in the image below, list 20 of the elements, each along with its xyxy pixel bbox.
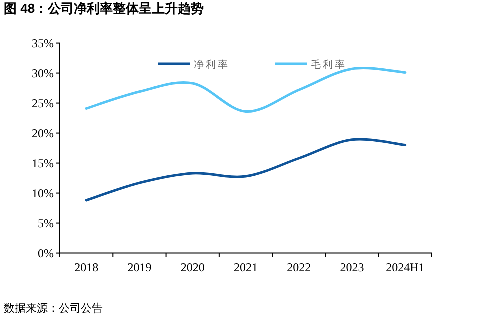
x-tick-label: 2022 [287,260,312,274]
x-tick-label: 2023 [340,260,364,274]
x-tick-label: 2019 [128,260,152,274]
y-tick-label: 25% [32,96,54,110]
x-tick-label: 2021 [234,260,258,274]
y-tick-label: 5% [38,216,54,230]
chart-title: 图 48：公司净利率整体呈上升趋势 [4,1,204,16]
source-note: 数据来源：公司公告 [4,302,103,315]
x-tick-label: 2020 [180,260,205,274]
x-tick-label: 2018 [74,260,99,274]
x-tick-label: 2024H1 [386,260,425,274]
legend-label: 毛利率 [311,59,347,71]
y-tick-label: 10% [32,186,54,200]
y-tick-label: 0% [38,246,54,260]
line-series [85,138,407,202]
y-tick-label: 20% [32,126,54,140]
y-tick-label: 35% [32,36,54,50]
y-tick-label: 15% [32,156,54,170]
legend-label: 净利率 [194,59,230,71]
y-tick-label: 30% [32,66,54,80]
